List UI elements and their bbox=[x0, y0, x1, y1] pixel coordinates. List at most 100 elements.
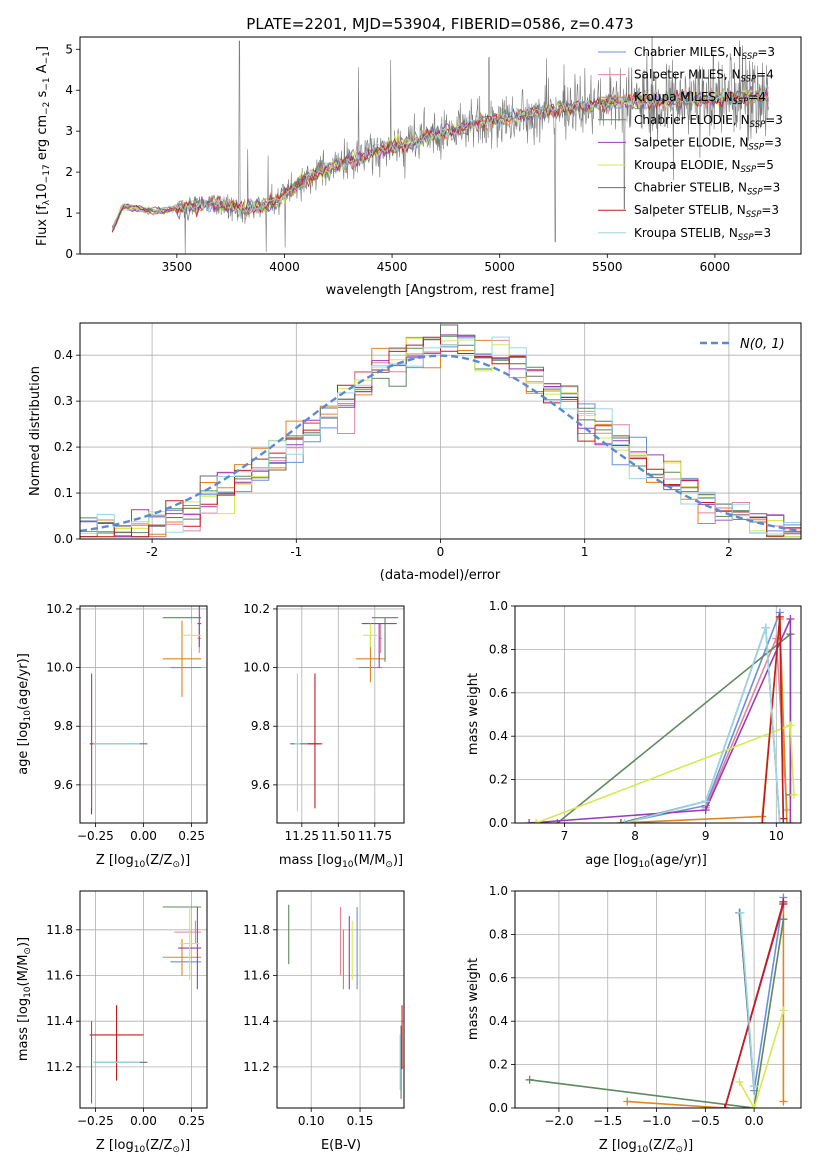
data-point-marker bbox=[789, 790, 798, 799]
axis-ticks: −2.0 −1.5 −1.0 −0.5 0.0 0.0 0.2 0.4 0.6 0.8 1.0 bbox=[489, 884, 764, 1128]
data-point-marker bbox=[701, 805, 710, 814]
y-tick-label: 10.0 bbox=[46, 661, 73, 675]
axes-frame bbox=[79, 322, 802, 540]
legend-text-part: =3 bbox=[765, 113, 783, 127]
data-point-marker bbox=[779, 915, 788, 924]
x-axis-label: wavelength [Angstrom, rest frame] bbox=[326, 283, 555, 298]
gridlines bbox=[80, 891, 207, 1108]
legend-text-part: =4 bbox=[748, 90, 766, 104]
legend-text-part: SSP bbox=[741, 165, 757, 175]
axis-ticks: −0.25 0.00 0.25 9.6 9.8 10.0 10.2 bbox=[46, 602, 205, 843]
legend-text-part: Chabrier MILES, N bbox=[634, 45, 742, 59]
y-tick-label: 0.3 bbox=[54, 394, 73, 408]
z-age-axes: −0.25 0.00 0.25 9.6 9.8 10.0 10.2 bbox=[46, 602, 208, 843]
label-script: ⊙ bbox=[172, 1145, 180, 1155]
gridlines bbox=[277, 606, 404, 823]
mass-weight-line bbox=[724, 901, 785, 1108]
axes-frame bbox=[276, 890, 405, 1109]
legend-text-part: Kroupa ELODIE, N bbox=[634, 158, 741, 172]
legend-entry: Salpeter ELODIE, NSSP=3 bbox=[634, 135, 782, 152]
legend-text-part: Kroupa MILES, N bbox=[634, 90, 733, 104]
y-tick-label: 2 bbox=[65, 165, 73, 179]
x-tick-label: 2 bbox=[725, 545, 733, 559]
data-point-marker bbox=[786, 615, 795, 624]
label-script: ⊙ bbox=[385, 860, 393, 870]
legend-text-part: =3 bbox=[761, 203, 779, 217]
x-tick-label: 5000 bbox=[484, 260, 515, 274]
label-script: 10 bbox=[23, 710, 33, 722]
legend-entry: Kroupa MILES, NSSP=4 bbox=[634, 90, 766, 107]
axes-frame bbox=[514, 605, 802, 824]
label-script: −2 bbox=[42, 102, 52, 115]
y-tick-label: 0.2 bbox=[489, 773, 508, 787]
x-tick-label: 9 bbox=[702, 829, 710, 843]
label-script: 10 bbox=[134, 860, 146, 870]
residual-histogram bbox=[80, 336, 801, 539]
y-tick-label: 0.6 bbox=[489, 686, 508, 700]
label-part: (age/yr)] bbox=[16, 653, 31, 710]
label-script: ⊙ bbox=[23, 947, 33, 955]
axis-ticks: 11.25 11.50 11.75 9.6 9.8 10.0 10.2 bbox=[243, 602, 392, 843]
legend-text-part: Kroupa STELIB, N bbox=[634, 226, 738, 240]
x-tick-label: -1 bbox=[290, 545, 302, 559]
mass-weight-line bbox=[739, 912, 755, 1087]
x-axis-label: age [log10(age/yr)] bbox=[585, 853, 707, 870]
label-part: erg cm bbox=[35, 115, 50, 164]
legend-entry: N(0, 1) bbox=[740, 337, 785, 352]
chart-title: PLATE=2201, MJD=53904, FIBERID=0586, z=0… bbox=[246, 15, 633, 33]
x-tick-label: 0.00 bbox=[130, 829, 157, 843]
x-tick-label: 0.0 bbox=[745, 1114, 764, 1128]
label-part: ] bbox=[35, 46, 50, 51]
y-tick-label: 0.8 bbox=[489, 927, 508, 941]
axes-frame bbox=[79, 36, 802, 255]
label-part: (Z/Z bbox=[145, 853, 172, 868]
axis-ticks: −0.25 0.00 0.25 11.2 11.4 11.6 11.8 bbox=[46, 923, 205, 1128]
x-tick-label: 11.75 bbox=[358, 829, 392, 843]
normal-distribution-curve bbox=[80, 354, 801, 533]
data-point-marker bbox=[525, 1075, 534, 1084]
gridlines bbox=[80, 606, 207, 823]
legend-text-part: =3 bbox=[754, 226, 772, 240]
legend-text-part: SSP bbox=[747, 188, 763, 198]
y-axis-label: mass weight bbox=[466, 673, 481, 755]
data-point-marker bbox=[735, 1077, 744, 1086]
plot-area bbox=[80, 891, 207, 1108]
y-tick-label: 0.0 bbox=[54, 532, 73, 546]
x-tick-label: 11.50 bbox=[321, 829, 355, 843]
legend-text-part: SSP bbox=[746, 210, 762, 220]
x-tick-label: 0.10 bbox=[298, 1114, 325, 1128]
data-point-marker bbox=[750, 1104, 759, 1108]
x-axis-label: Z [log10(Z/Z⊙)] bbox=[96, 853, 190, 870]
legend-text-part: Salpeter STELIB, N bbox=[634, 203, 746, 217]
label-script: λ bbox=[42, 199, 52, 205]
data-point-marker bbox=[775, 819, 784, 823]
plot-area bbox=[515, 891, 801, 1108]
x-tick-label: 6000 bbox=[700, 260, 731, 274]
x-tick-label: 0.15 bbox=[347, 1114, 374, 1128]
label-script: ⊙ bbox=[675, 1145, 683, 1155]
data-point-marker bbox=[761, 623, 770, 632]
label-part: )] bbox=[393, 853, 403, 868]
label-script: −1 bbox=[42, 77, 52, 90]
mass-weight-line bbox=[620, 612, 785, 823]
label-part: age [log bbox=[585, 853, 638, 868]
label-script: −1 bbox=[42, 51, 52, 64]
data-point-marker bbox=[758, 819, 767, 823]
label-part: A bbox=[35, 64, 50, 77]
mass-weight-line bbox=[738, 1010, 785, 1108]
y-tick-label: 4 bbox=[65, 83, 73, 97]
legend-text-part: SSP bbox=[750, 120, 766, 130]
mass-weight-line bbox=[535, 724, 795, 823]
y-tick-label: 0.8 bbox=[489, 642, 508, 656]
axis-ticks: 7 8 9 10 0.0 0.2 0.4 0.6 0.8 1.0 bbox=[489, 599, 784, 843]
data-point-marker bbox=[736, 908, 745, 917]
legend-entry: Chabrier ELODIE, NSSP=3 bbox=[634, 113, 783, 130]
label-script: 10 bbox=[134, 1145, 146, 1155]
plot-area bbox=[277, 606, 404, 823]
data-point-marker bbox=[786, 721, 795, 730]
legend-text-part: =4 bbox=[756, 68, 774, 82]
data-point-marker bbox=[616, 819, 625, 823]
label-part: mass [log bbox=[16, 998, 31, 1061]
y-axis-label: Normed distribution bbox=[28, 366, 43, 496]
